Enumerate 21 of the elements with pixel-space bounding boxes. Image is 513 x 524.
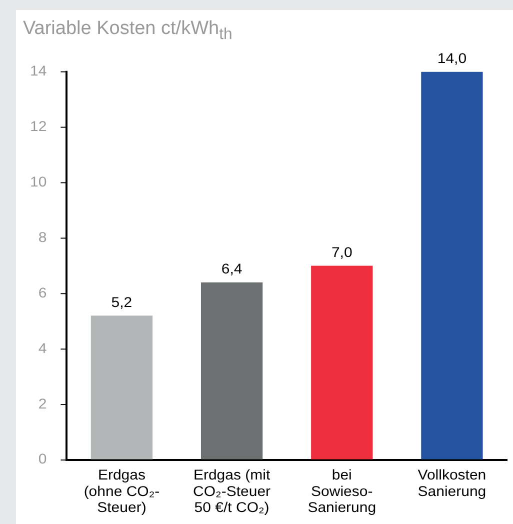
bar — [90, 316, 153, 460]
y-tick-label: 6 — [38, 286, 47, 302]
x-tick-label: bei Sowieso-Sanierung — [308, 468, 376, 516]
y-tick-label: 10 — [30, 174, 47, 190]
data-label: 14,0 — [437, 51, 467, 67]
bar — [200, 282, 263, 460]
bar — [421, 72, 483, 460]
bar — [311, 266, 373, 460]
y-tick-label: 14 — [30, 64, 47, 80]
y-tick-label: 0 — [38, 452, 47, 468]
x-tick-label: Erdgas (mit CO₂-Steuer 50 €/t CO₂) — [193, 468, 271, 516]
y-tick-label: 12 — [30, 119, 47, 136]
data-label: 6,4 — [221, 262, 242, 278]
y-tick-label: 2 — [38, 396, 47, 412]
data-label: 7,0 — [331, 245, 352, 261]
data-label: 5,2 — [111, 295, 132, 311]
y-tick-label: 4 — [38, 341, 47, 357]
x-tick-label: Erdgas (ohne CO₂-Steuer) — [84, 468, 160, 516]
x-tick-label: Vollkosten Sanierung — [418, 468, 486, 500]
y-axis-title: Variable Kosten ct/kWh$_{th}$ — [23, 18, 232, 44]
y-tick-label: 8 — [38, 230, 47, 246]
